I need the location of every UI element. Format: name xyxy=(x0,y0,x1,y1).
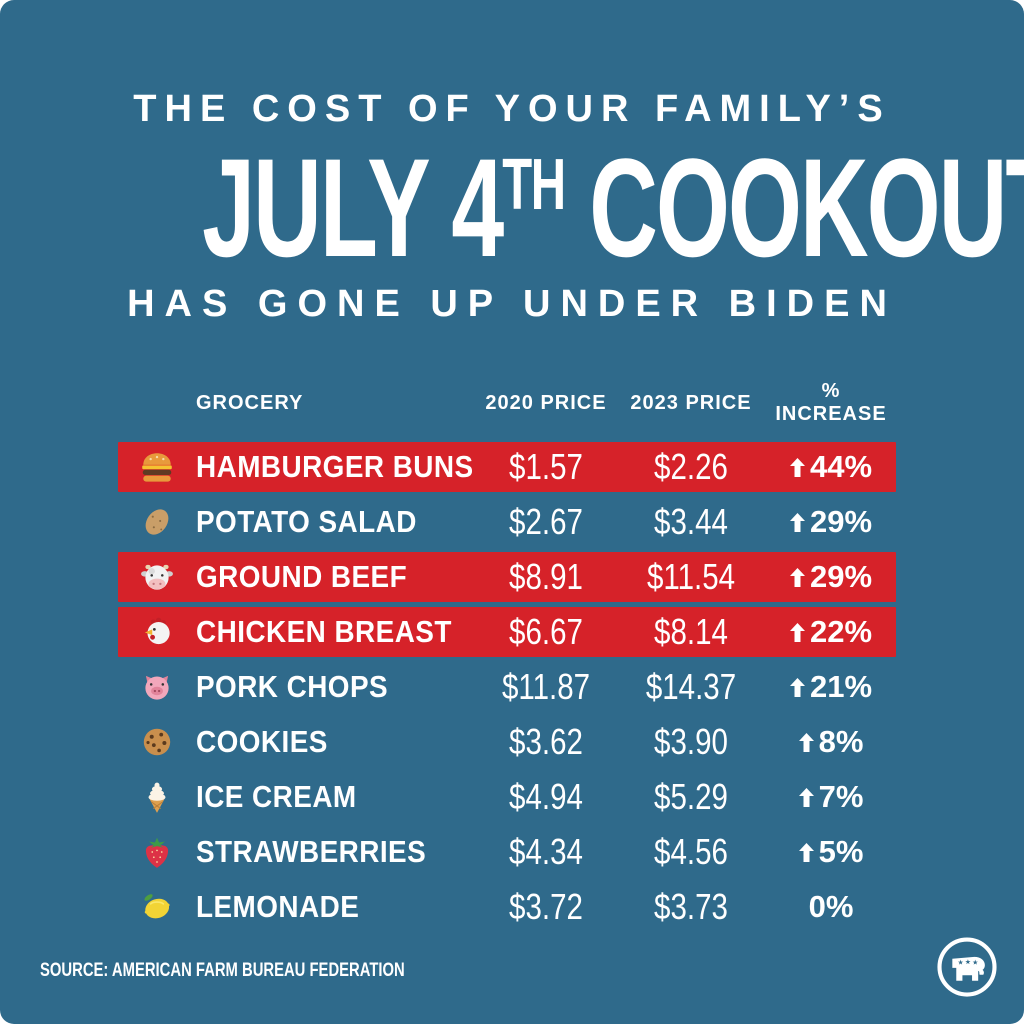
price-2020: $4.34 xyxy=(509,831,583,872)
price-2023: $5.29 xyxy=(654,776,728,817)
increase-cell: 21% xyxy=(766,669,896,705)
grocery-name: GROUND BEEF xyxy=(196,559,408,594)
up-arrow-icon xyxy=(798,787,814,807)
increase-value: 22% xyxy=(809,614,873,649)
table-row: HAMBURGER BUNS $1.57 $2.26 44% xyxy=(118,442,896,492)
increase-value: 29% xyxy=(809,504,873,539)
title-line-3: HAS GONE UP UNDER BIDEN xyxy=(127,283,897,325)
increase-value: 21% xyxy=(809,669,873,704)
price-2023: $14.37 xyxy=(645,666,737,707)
increase-value: 44% xyxy=(809,449,873,484)
potato-icon xyxy=(118,503,196,541)
increase-cell: 0% xyxy=(766,889,896,925)
up-arrow-icon xyxy=(798,842,814,862)
price-2020: $4.94 xyxy=(509,776,583,817)
ordinal-superscript: TH xyxy=(502,145,566,225)
increase-value: 8% xyxy=(818,724,864,759)
cow-icon xyxy=(118,558,196,596)
increase-value: 5% xyxy=(818,834,864,869)
up-arrow-icon xyxy=(798,732,814,752)
price-2020: $6.67 xyxy=(509,611,583,652)
price-2023: $11.54 xyxy=(646,556,736,597)
grocery-name: POTATO SALAD xyxy=(196,504,417,539)
price-2023: $4.56 xyxy=(654,831,728,872)
up-arrow-icon xyxy=(789,677,805,697)
lemon-icon xyxy=(118,888,196,926)
grocery-name: STRAWBERRIES xyxy=(196,834,427,869)
table-row: STRAWBERRIES $4.34 $4.56 5% xyxy=(118,827,896,877)
price-2020: $8.91 xyxy=(509,556,583,597)
title-line-2: JULY 4TH COOKOUT xyxy=(202,129,1024,286)
increase-cell: 22% xyxy=(766,614,896,650)
price-2020: $11.87 xyxy=(501,666,591,707)
table-row: POTATO SALAD $2.67 $3.44 29% xyxy=(118,497,896,547)
table-row: CHICKEN BREAST $6.67 $8.14 22% xyxy=(118,607,896,657)
increase-cell: 8% xyxy=(766,724,896,760)
header-2023-price: 2023 PRICE xyxy=(630,391,752,414)
source-attribution: SOURCE: AMERICAN FARM BUREAU FEDERATION xyxy=(40,960,405,981)
increase-cell: 5% xyxy=(766,834,896,870)
price-2023: $3.90 xyxy=(654,721,728,762)
increase-value: 7% xyxy=(818,779,864,814)
increase-value: 29% xyxy=(809,559,873,594)
grocery-name: HAMBURGER BUNS xyxy=(196,449,474,484)
up-arrow-icon xyxy=(789,622,805,642)
increase-value: 0% xyxy=(808,889,854,924)
price-2023: $3.44 xyxy=(654,501,728,542)
price-2023: $3.73 xyxy=(654,886,728,927)
table-row: GROUND BEEF $8.91 $11.54 29% xyxy=(118,552,896,602)
ice-cream-icon xyxy=(118,778,196,816)
price-2020: $1.57 xyxy=(509,446,583,487)
price-2020: $2.67 xyxy=(509,501,583,542)
title-block: THE COST OF YOUR FAMILY’S JULY 4TH COOKO… xyxy=(0,88,1024,326)
price-2020: $3.62 xyxy=(509,721,583,762)
chicken-icon xyxy=(118,613,196,651)
price-2023: $8.14 xyxy=(654,611,728,652)
pig-icon xyxy=(118,668,196,706)
price-2023: $2.26 xyxy=(654,446,728,487)
price-table: GROCERY 2020 PRICE 2023 PRICE % INCREASE… xyxy=(118,380,896,937)
hamburger-icon xyxy=(118,448,196,486)
title-line-1: THE COST OF YOUR FAMILY’S xyxy=(133,88,891,130)
up-arrow-icon xyxy=(789,512,805,532)
table-row: PORK CHOPS $11.87 $14.37 21% xyxy=(118,662,896,712)
header-2020-price: 2020 PRICE xyxy=(485,391,607,414)
price-2020: $3.72 xyxy=(509,886,583,927)
table-row: ICE CREAM $4.94 $5.29 7% xyxy=(118,772,896,822)
increase-cell: 29% xyxy=(766,559,896,595)
up-arrow-icon xyxy=(789,567,805,587)
cookie-icon xyxy=(118,723,196,761)
up-arrow-icon xyxy=(789,457,805,477)
increase-cell: 44% xyxy=(766,449,896,485)
header-grocery: GROCERY xyxy=(196,391,304,414)
table-header-row: GROCERY 2020 PRICE 2023 PRICE % INCREASE xyxy=(118,380,896,426)
grocery-name: COOKIES xyxy=(196,724,328,759)
increase-cell: 29% xyxy=(766,504,896,540)
header-increase: % INCREASE xyxy=(775,380,887,425)
grocery-name: LEMONADE xyxy=(196,889,360,924)
table-row: COOKIES $3.62 $3.90 8% xyxy=(118,717,896,767)
grocery-name: ICE CREAM xyxy=(196,779,357,814)
gop-elephant-logo xyxy=(934,934,1000,1000)
strawberry-icon xyxy=(118,833,196,871)
table-row: LEMONADE $3.72 $3.73 0% xyxy=(118,882,896,932)
increase-cell: 7% xyxy=(766,779,896,815)
grocery-name: PORK CHOPS xyxy=(196,669,389,704)
grocery-name: CHICKEN BREAST xyxy=(196,614,452,649)
